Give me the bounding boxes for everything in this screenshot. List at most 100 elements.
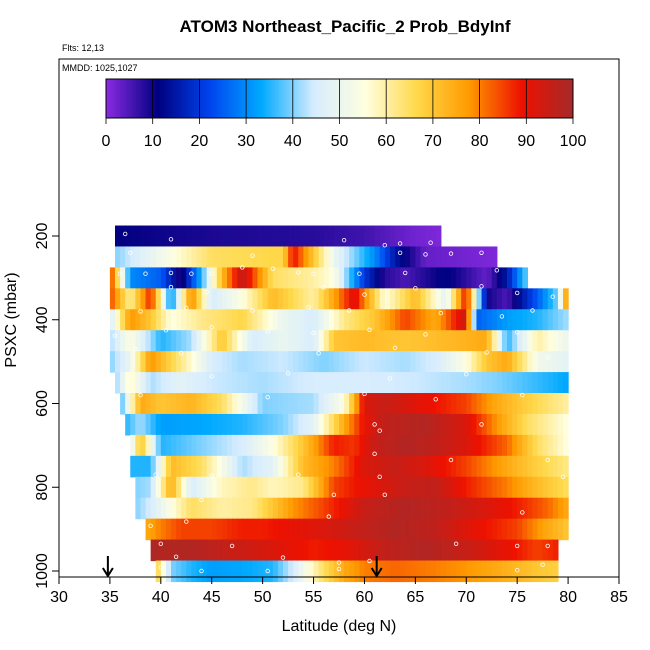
heatmap-cell — [435, 267, 442, 289]
colorbar-swatch — [302, 79, 305, 118]
heatmap-cell — [262, 351, 269, 373]
heatmap-cell — [512, 455, 518, 478]
heatmap-cell — [374, 393, 381, 415]
observation-point — [357, 271, 362, 276]
heatmap-cell — [145, 476, 152, 499]
heatmap-cell — [389, 267, 396, 289]
heatmap-cell — [410, 476, 416, 499]
colorbar-swatch — [141, 79, 144, 118]
colorbar-swatch — [463, 79, 467, 118]
colorbar-swatch — [397, 79, 401, 118]
heatmap-cell — [501, 351, 508, 373]
heatmap-cell — [298, 476, 304, 499]
heatmap-cell — [125, 288, 131, 310]
heatmap-cell — [206, 455, 213, 478]
heatmap-cell — [512, 309, 518, 331]
heatmap-cell — [293, 288, 299, 310]
heatmap-cell — [440, 246, 447, 269]
heatmap-cell — [507, 309, 513, 331]
colorbar-swatch — [124, 79, 128, 118]
heatmap-cell — [552, 539, 559, 562]
heatmap-cell — [221, 225, 228, 248]
colorbar-swatch — [437, 79, 441, 118]
heatmap-cell — [456, 497, 462, 520]
heatmap-cell — [552, 518, 559, 541]
observation-point — [285, 371, 291, 376]
heatmap-cell — [364, 434, 371, 457]
heatmap-cell — [328, 539, 335, 562]
heatmap-cell — [512, 330, 518, 352]
heatmap-cell — [252, 330, 259, 352]
heatmap-cell — [354, 497, 360, 520]
heatmap-cell — [313, 413, 320, 436]
colorbar-swatch — [274, 79, 277, 118]
heatmap-cell — [517, 413, 523, 436]
heatmap-cell — [369, 288, 376, 310]
heatmap-cell — [451, 455, 457, 478]
heatmap-cell — [512, 413, 518, 436]
heatmap-cell — [191, 560, 198, 583]
heatmap-cell — [415, 225, 422, 248]
heatmap-cell — [257, 413, 264, 436]
heatmap-cell — [395, 476, 401, 499]
heatmap-cell — [430, 225, 437, 248]
heatmap-cell — [221, 288, 228, 310]
colorbar-swatch — [514, 79, 518, 118]
heatmap-cell — [466, 560, 472, 583]
heatmap-cell — [176, 246, 182, 269]
heatmap-cell — [313, 267, 320, 289]
heatmap-cell — [211, 393, 218, 415]
heatmap-cell — [277, 539, 284, 562]
colorbar-swatch — [197, 79, 200, 118]
observation-point — [362, 292, 367, 297]
heatmap-cell — [272, 413, 279, 436]
heatmap-cell — [415, 288, 422, 310]
colorbar-swatch — [346, 79, 350, 118]
heatmap-cell — [359, 309, 366, 331]
colorbar-swatch — [423, 79, 427, 118]
heatmap-cell — [435, 288, 442, 310]
heatmap-cell — [476, 288, 483, 310]
heatmap-cell — [155, 455, 162, 478]
heatmap-cell — [171, 518, 177, 541]
heatmap-cell — [456, 455, 462, 478]
heatmap-cell — [461, 476, 467, 499]
heatmap-cell — [191, 372, 198, 394]
heatmap-cell — [288, 267, 294, 289]
heatmap-cell — [451, 309, 457, 331]
heatmap-cell — [109, 330, 116, 352]
heatmap-cell — [283, 413, 289, 436]
heatmap-cell — [140, 393, 147, 415]
heatmap-cell — [257, 225, 264, 248]
heatmap-cell — [496, 455, 503, 478]
heatmap-cell — [547, 413, 554, 436]
heatmap-cell — [211, 330, 218, 352]
heatmap-cell — [242, 309, 248, 331]
colorbar-swatch — [512, 79, 516, 118]
colorbar-swatch — [393, 79, 397, 118]
heatmap-cell — [440, 309, 447, 331]
heatmap-cell — [150, 497, 157, 520]
heatmap-cell — [155, 246, 162, 269]
heatmap-cell — [115, 288, 121, 310]
heatmap-cell — [532, 560, 539, 583]
heatmap-cell — [308, 309, 315, 331]
heatmap-cell — [313, 309, 320, 331]
heatmap-cell — [339, 434, 345, 457]
heatmap-cell — [277, 246, 284, 269]
heatmap-cell — [221, 518, 228, 541]
heatmap-cell — [481, 518, 488, 541]
heatmap-cell — [191, 309, 198, 331]
heatmap-cell — [252, 476, 259, 499]
heatmap-cell — [374, 309, 381, 331]
colorbar-swatch — [414, 79, 418, 118]
colorbar-swatch — [341, 79, 345, 118]
heatmap-cell — [303, 539, 310, 562]
heatmap-cell — [165, 476, 172, 499]
colorbar-swatch — [421, 79, 425, 118]
heatmap-cell — [501, 288, 508, 310]
colorbar-swatch — [162, 79, 165, 118]
heatmap-cell — [323, 351, 330, 373]
heatmap-cell — [262, 518, 269, 541]
heatmap-cell — [145, 497, 152, 520]
